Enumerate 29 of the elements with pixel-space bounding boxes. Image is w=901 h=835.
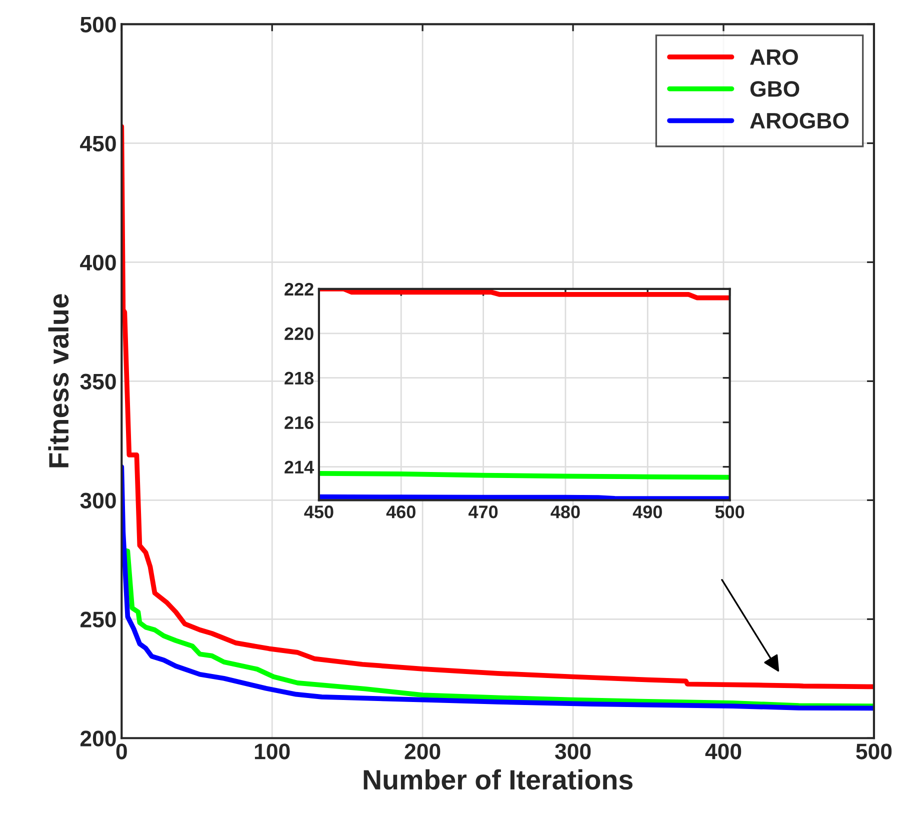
y-tick-label: 250 xyxy=(80,612,116,628)
y-tick-label: 222 xyxy=(284,282,314,296)
y-tick-label: 350 xyxy=(80,374,116,390)
x-tick-label: 300 xyxy=(555,744,591,760)
y-tick-label: 214 xyxy=(284,460,314,474)
x-axis-title: Number of Iterations xyxy=(364,769,632,790)
y-tick-label: 220 xyxy=(284,327,314,340)
y-tick-label: 500 xyxy=(80,16,116,32)
x-tick-label: 460 xyxy=(386,506,416,518)
x-tick-label: 500 xyxy=(715,506,744,518)
legend-label: ARO xyxy=(750,49,798,65)
legend-label: AROGBO xyxy=(750,112,849,129)
x-tick-label: 500 xyxy=(856,744,892,760)
x-tick-label: 490 xyxy=(632,506,662,518)
y-tick-label: 218 xyxy=(284,372,314,385)
y-tick-label: 200 xyxy=(80,730,116,746)
y-tick-label: 300 xyxy=(80,492,116,508)
x-tick-label: 400 xyxy=(705,744,742,760)
x-tick-label: 0 xyxy=(116,744,127,760)
y-tick-label: 450 xyxy=(80,136,116,152)
x-tick-label: 450 xyxy=(304,506,334,518)
x-tick-label: 200 xyxy=(404,744,440,760)
y-axis-title: Fitness value xyxy=(48,294,69,468)
x-tick-label: 470 xyxy=(468,506,498,518)
x-tick-label: 100 xyxy=(254,744,290,760)
y-tick-label: 216 xyxy=(284,416,314,430)
legend-label: GBO xyxy=(750,81,800,97)
y-tick-label: 400 xyxy=(80,254,116,270)
x-tick-label: 480 xyxy=(550,506,580,518)
